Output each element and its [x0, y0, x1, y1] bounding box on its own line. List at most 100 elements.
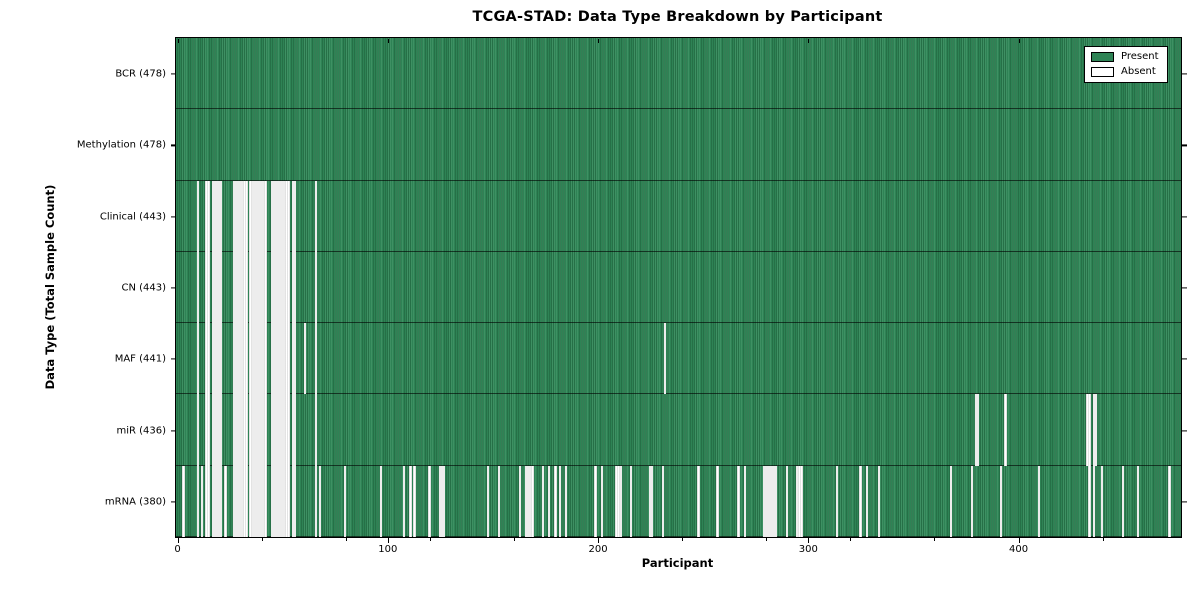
absent-cell [236, 323, 240, 395]
absent-cell [276, 394, 280, 466]
absent-cell [1037, 465, 1041, 537]
x-tick-minor [1102, 538, 1104, 541]
absent-cell [438, 465, 442, 537]
absent-cell [255, 394, 259, 466]
absent-cell [255, 251, 259, 324]
absent-cell [215, 323, 219, 395]
absent-cell [293, 323, 296, 395]
x-tick-label: 0 [174, 544, 181, 555]
absent-cell [314, 323, 317, 395]
absent-cell [217, 180, 221, 252]
absent-cell [253, 180, 257, 252]
absent-cell [251, 323, 254, 395]
absent-cell [775, 465, 778, 537]
absent-cell [287, 180, 290, 252]
row-mRNA [176, 465, 1181, 537]
absent-cell [836, 465, 839, 537]
absent-cell [253, 465, 257, 537]
absent-cell [270, 323, 273, 395]
absent-cell [737, 465, 740, 537]
absent-cell [241, 180, 244, 252]
absent-cell [270, 465, 273, 537]
absent-cell [859, 465, 862, 537]
absent-cell [1168, 465, 1171, 537]
absent-cell [768, 465, 772, 537]
absent-cell [270, 251, 273, 324]
absent-cell [260, 251, 263, 324]
absent-cell [291, 465, 294, 537]
absent-cell [251, 251, 254, 324]
absent-cell [648, 465, 652, 537]
absent-cell [1000, 465, 1003, 537]
absent-cell [283, 251, 286, 324]
absent-cell [1094, 394, 1098, 466]
absent-cell [531, 465, 534, 537]
absent-cell [285, 180, 288, 252]
absent-cell [205, 323, 208, 395]
absent-cell [409, 465, 412, 537]
absent-cell [970, 465, 973, 537]
absent-cell [264, 180, 267, 252]
absent-cell [201, 465, 204, 537]
x-tick-top [1018, 38, 1020, 43]
absent-cell [274, 465, 278, 537]
absent-swatch-icon [1091, 67, 1114, 77]
absent-cell [207, 323, 210, 395]
absent-cell [766, 465, 770, 537]
x-tick-top [808, 38, 810, 43]
absent-cell [249, 323, 252, 395]
absent-cell [238, 465, 242, 537]
absent-cell [205, 394, 208, 466]
absent-cell [207, 180, 210, 252]
y-tick-left [170, 73, 176, 75]
absent-cell [770, 465, 774, 537]
absent-cell [232, 323, 235, 395]
y-tick-left [170, 429, 176, 432]
absent-cell [213, 180, 217, 252]
absent-cell [238, 180, 242, 252]
x-tick-top [177, 38, 179, 43]
absent-cell [232, 465, 235, 537]
absent-cell [281, 394, 284, 466]
absent-cell [238, 323, 242, 395]
absent-cell [217, 394, 221, 466]
absent-cell [238, 251, 242, 324]
absent-cell [253, 394, 257, 466]
absent-cell [182, 465, 185, 537]
absent-cell [249, 394, 252, 466]
absent-cell [241, 465, 244, 537]
absent-cell [217, 323, 221, 395]
row-label-BCR: BCR (478) [115, 68, 166, 80]
absent-cell [1101, 465, 1104, 537]
absent-cell [257, 251, 261, 324]
absent-cell [262, 465, 265, 537]
absent-cell [213, 465, 217, 537]
absent-cell [487, 465, 490, 537]
absent-cell [287, 251, 290, 324]
absent-cell [291, 251, 294, 324]
absent-cell [276, 180, 280, 252]
legend: Present Absent [1084, 46, 1168, 83]
x-tick-major [177, 538, 179, 543]
absent-cell [541, 465, 545, 537]
absent-cell [255, 323, 259, 395]
absent-cell [211, 251, 214, 324]
absent-cell [764, 465, 767, 537]
absent-cell [630, 465, 633, 537]
absent-cell [262, 394, 265, 466]
absent-cell [207, 251, 210, 324]
absent-cell [213, 394, 217, 466]
absent-cell [260, 394, 263, 466]
absent-cell [1086, 394, 1089, 466]
absent-cell [1004, 394, 1007, 466]
absent-cell [564, 465, 568, 537]
absent-cell [196, 465, 200, 537]
absent-cell [232, 180, 235, 252]
absent-cell [743, 465, 746, 537]
y-tick-right [1182, 73, 1187, 75]
absent-cell [278, 180, 282, 252]
absent-cell [245, 323, 248, 395]
absent-cell [245, 394, 248, 466]
absent-cell [257, 323, 261, 395]
